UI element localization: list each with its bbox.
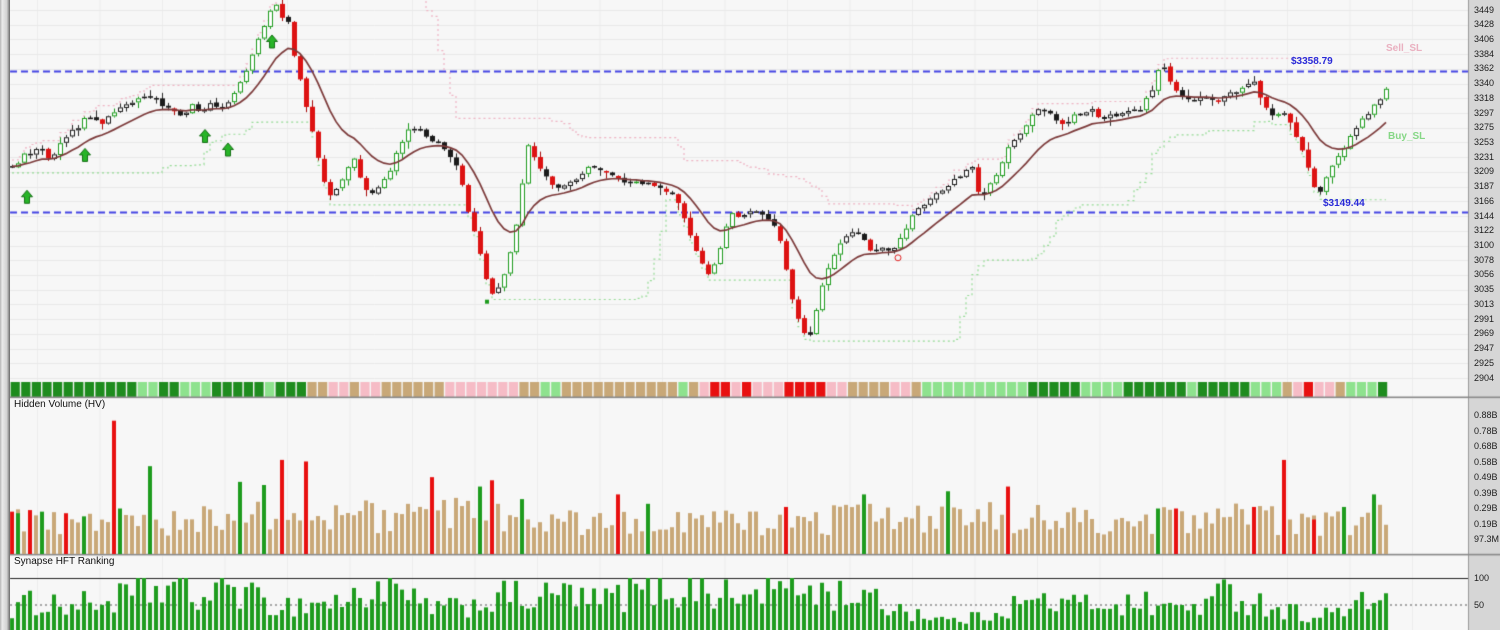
price-tick-label: 2947	[1474, 343, 1495, 354]
price-tick-label: 3449	[1474, 4, 1495, 15]
volume-tick-label: 97.3M	[1474, 534, 1500, 544]
price-tick-label: 3340	[1474, 78, 1495, 89]
price-tick-label: 3318	[1474, 92, 1495, 103]
trend-strip[interactable]	[10, 382, 1468, 397]
volume-tick-label: 0.19B	[1474, 518, 1498, 529]
price-tick-label: 3100	[1474, 240, 1495, 251]
price-tick-label: 3384	[1474, 48, 1495, 59]
price-tick-label: 3428	[1474, 19, 1495, 30]
price-tick-label: 2904	[1474, 372, 1495, 383]
ranking-panel[interactable]	[10, 556, 1468, 630]
sell-stop-label: Sell_SL	[1386, 43, 1423, 54]
left-panel-splitter[interactable]	[0, 0, 10, 630]
price-tick-label: 3122	[1474, 225, 1495, 236]
volume-tick-label: 0.78B	[1474, 425, 1498, 436]
volume-tick-label: 0.49B	[1474, 472, 1498, 482]
price-axis[interactable]: 3449 3428 3406 3384 3362 3340 3318 3297 3275 3253…	[1468, 0, 1500, 397]
volume-tick-label: 0.88B	[1474, 410, 1498, 420]
price-tick-label: 3406	[1474, 33, 1495, 44]
volume-tick-label: 0.68B	[1474, 441, 1498, 451]
price-tick-label: 3144	[1474, 210, 1495, 221]
price-tick-label: 3297	[1474, 107, 1495, 118]
ranking-tick-100: 100	[1474, 573, 1490, 583]
volume-panel-title: Hidden Volume (HV)	[14, 399, 106, 410]
price-tick-label: 2991	[1474, 313, 1495, 324]
price-tick-label: 3209	[1474, 166, 1495, 177]
price-tick-label: 3362	[1474, 63, 1495, 74]
price-tick-label: 2925	[1474, 357, 1495, 368]
ranking-tick-50: 50	[1474, 600, 1485, 610]
price-tick-label: 3013	[1474, 298, 1495, 309]
upper-price-line-label: $3358.79	[1291, 56, 1333, 67]
volume-axis[interactable]: 0.88B 0.78B 0.68B 0.58B 0.49B 0.39B 0.29B 0.19B…	[1468, 397, 1500, 554]
price-tick-label: 3231	[1474, 151, 1495, 162]
price-tick-label: 3035	[1474, 284, 1495, 295]
volume-tick-label: 0.58B	[1474, 456, 1498, 467]
price-tick-label: 3166	[1474, 195, 1495, 206]
price-chart-panel[interactable]	[10, 0, 1468, 382]
volume-panel[interactable]	[10, 399, 1468, 554]
price-tick-label: 3056	[1474, 269, 1495, 280]
price-tick-label: 2969	[1474, 328, 1495, 339]
price-tick-label: 3275	[1474, 122, 1495, 133]
price-tick-label: 3078	[1474, 254, 1495, 265]
volume-tick-label: 0.39B	[1474, 487, 1498, 498]
ranking-axis[interactable]	[1468, 554, 1500, 630]
ranking-panel-splitter[interactable]	[0, 553, 1500, 557]
price-tick-label: 3187	[1474, 181, 1495, 192]
buy-stop-label: Buy_SL	[1388, 131, 1426, 142]
ranking-panel-title: Synapse HFT Ranking	[14, 556, 115, 567]
lower-price-line-label: $3149.44	[1323, 198, 1365, 209]
volume-panel-splitter[interactable]	[0, 396, 1500, 400]
volume-tick-label: 0.29B	[1474, 503, 1498, 513]
price-tick-label: 3253	[1474, 136, 1495, 147]
